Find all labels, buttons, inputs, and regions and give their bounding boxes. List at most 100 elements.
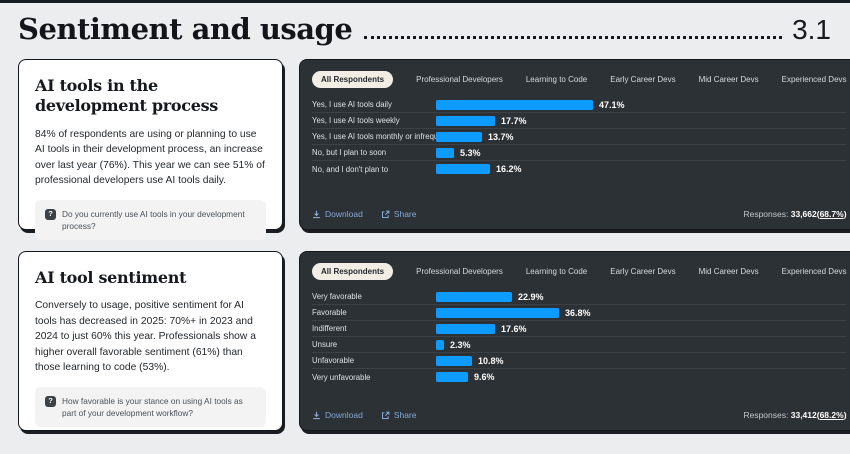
tab-professional-developers[interactable]: Professional Developers: [416, 75, 503, 84]
value-label: 13.7%: [488, 131, 514, 142]
content: AI tools in the development process 84% …: [0, 59, 850, 431]
download-label: Download: [325, 410, 363, 420]
bar: [436, 131, 482, 142]
panel-actions: Download Share: [312, 410, 417, 420]
responses-label: Responses:: [743, 410, 789, 420]
chart-row: Unsure 2.3%: [312, 337, 847, 353]
category-label: Favorable: [312, 308, 347, 317]
value-label: 47.1%: [599, 99, 625, 110]
tab-experienced-devs[interactable]: Experienced Devs: [781, 75, 847, 84]
category-label: No, but I plan to soon: [312, 148, 387, 157]
card-title: AI tool sentiment: [35, 268, 187, 287]
bar: [436, 147, 454, 158]
category-label: Unfavorable: [312, 356, 355, 365]
usage-row: AI tools in the development process 84% …: [18, 59, 850, 240]
tab-learning-to-code[interactable]: Learning to Code: [525, 75, 588, 84]
tab-learning-to-code[interactable]: Learning to Code: [525, 267, 588, 276]
share-label: Share: [393, 209, 417, 219]
chart-row: Yes, I use AI tools daily 47.1%: [312, 97, 847, 113]
download-button[interactable]: Download: [312, 410, 363, 420]
share-label: Share: [393, 410, 417, 420]
card-title: AI tools in the development process: [35, 76, 219, 116]
responses-value: 33,662: [790, 209, 817, 219]
card-body: 84% of respondents are using or planning…: [35, 128, 265, 187]
download-icon: [312, 210, 321, 219]
bar-track: 22.9%: [436, 291, 847, 302]
chart-row: No, but I plan to soon 5.3%: [312, 145, 847, 161]
responses-percent-link[interactable]: 68.7%: [819, 209, 844, 219]
bar-track: 9.6%: [436, 372, 847, 382]
survey-question-text: How favorable is your stance on using AI…: [62, 395, 243, 418]
paren-close: ): [843, 209, 847, 219]
responses-percent-link[interactable]: 68.2%: [819, 410, 844, 420]
bar-track: 16.2%: [436, 164, 847, 174]
responses-count: Responses: 33,662(68.7%): [743, 209, 846, 219]
chart-row: Yes, I use AI tools weekly 17.7%: [312, 113, 847, 129]
value-label: 5.3%: [460, 147, 481, 158]
tab-early-career-devs[interactable]: Early Career Devs: [610, 267, 676, 276]
share-icon: [381, 411, 390, 420]
paren-open: (: [816, 410, 820, 420]
tab-early-career-devs[interactable]: Early Career Devs: [610, 75, 676, 84]
question-icon: ?: [45, 208, 56, 220]
info-card-usage: AI tools in the development process 84% …: [18, 59, 283, 240]
category-label: Yes, I use AI tools monthly or infrequen…: [312, 132, 436, 141]
tab-experienced-devs[interactable]: Experienced Devs: [781, 267, 847, 276]
bar: [436, 99, 593, 110]
bar: [436, 115, 495, 126]
value-label: 22.9%: [518, 291, 544, 302]
tab-bar: All Respondents Professional Developers Le…: [312, 71, 847, 88]
tab-all-respondents[interactable]: All Respondents: [312, 71, 394, 88]
card-body: Conversely to usage, positive sentiment …: [35, 300, 256, 374]
chart-panel-sentiment: All Respondents Professional Developers Le…: [299, 251, 850, 431]
chart-row: Unfavorable 10.8%: [312, 353, 847, 369]
download-icon: [312, 411, 321, 420]
section-header: Sentiment and usage 3.1: [0, 3, 850, 59]
chart-row: Very unfavorable 9.6%: [312, 369, 847, 385]
question-icon: ?: [45, 395, 56, 407]
value-label: 9.6%: [474, 372, 495, 382]
value-label: 36.8%: [565, 307, 591, 318]
share-icon: [381, 210, 390, 219]
tab-all-respondents[interactable]: All Respondents: [312, 263, 394, 280]
panel-footer: Download Share Responses: 33,412(68.2%): [312, 410, 847, 420]
panel-actions: Download Share: [312, 209, 417, 219]
paren-close: ): [843, 410, 847, 420]
bar-track: 36.8%: [436, 307, 847, 318]
download-label: Download: [325, 209, 363, 219]
category-label: Very favorable: [312, 292, 362, 301]
category-label: Indifferent: [312, 324, 347, 333]
dotted-leader: [364, 36, 783, 39]
survey-question-box: ? How favorable is your stance on using …: [35, 386, 266, 427]
share-button[interactable]: Share: [381, 410, 417, 420]
responses-label: Responses:: [743, 209, 789, 219]
share-button[interactable]: Share: [381, 209, 417, 219]
sentiment-row: AI tool sentiment Conversely to usage, p…: [18, 251, 850, 431]
responses-count: Responses: 33,412(68.2%): [743, 410, 846, 420]
survey-question-text: Do you currently use AI tools in your de…: [62, 208, 245, 231]
download-button[interactable]: Download: [312, 209, 363, 219]
bar: [436, 355, 472, 366]
section-number: 3.1: [792, 14, 831, 45]
tab-professional-developers[interactable]: Professional Developers: [416, 267, 503, 276]
bar: [436, 307, 559, 318]
bar: [436, 339, 444, 350]
value-label: 10.8%: [478, 355, 504, 366]
bar-track: 17.6%: [436, 323, 847, 334]
tab-mid-career-devs[interactable]: Mid Career Devs: [698, 267, 759, 276]
category-label: Unsure: [312, 340, 338, 349]
chart-row: Yes, I use AI tools monthly or infrequen…: [312, 129, 847, 145]
chart-rows: Yes, I use AI tools daily 47.1% Yes, I use…: [312, 97, 847, 177]
top-border: [0, 0, 850, 3]
paren-open: (: [816, 209, 820, 219]
bar: [436, 164, 490, 174]
category-label: No, and I don't plan to: [312, 164, 389, 174]
chart-row: Favorable 36.8%: [312, 305, 847, 321]
value-label: 17.6%: [501, 323, 527, 334]
bar-track: 17.7%: [436, 115, 847, 126]
tab-mid-career-devs[interactable]: Mid Career Devs: [698, 75, 759, 84]
chart-row: Very favorable 22.9%: [312, 289, 847, 305]
survey-question-box: ? Do you currently use AI tools in your …: [35, 199, 266, 240]
value-label: 17.7%: [501, 115, 527, 126]
category-label: Very unfavorable: [312, 372, 371, 382]
